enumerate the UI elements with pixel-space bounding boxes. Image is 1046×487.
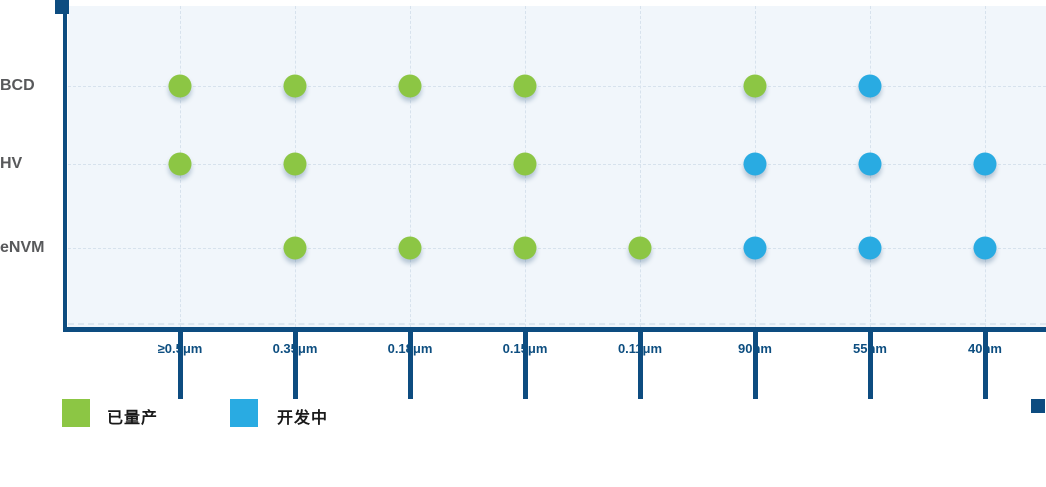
x-axis-label-2: 0.35μm [272,341,318,356]
y-axis-top-cap-square [55,0,69,14]
data-point-envm-4 [513,236,537,260]
data-point-bcd-1 [168,74,192,98]
data-point-hv-6 [743,152,767,176]
data-point-envm-5 [628,236,652,260]
legend-swatch-prod [62,399,90,427]
y-axis-label-envm: eNVM [0,239,45,256]
data-point-envm-2 [283,236,307,260]
horizontal-gridline [68,164,1046,165]
data-point-envm-8 [973,236,997,260]
legend-swatch-dev [230,399,258,427]
x-axis-tick [178,332,183,399]
vertical-gridline [410,6,411,327]
y-axis-label-hv: HV [0,155,23,172]
x-axis-tick [638,332,643,399]
data-point-envm-7 [858,236,882,260]
x-axis-label-3: 0.18μm [387,341,433,356]
x-axis-label-8: 40nm [968,341,1002,356]
horizontal-gridline [68,248,1046,249]
plot-bottom-dashed-line [68,323,1046,325]
x-axis-tick [523,332,528,399]
legend-label-dev: 开发中 [277,410,329,427]
x-axis-tick [293,332,298,399]
x-axis-label-4: 0.15μm [502,341,548,356]
x-axis-tick [868,332,873,399]
data-point-hv-7 [858,152,882,176]
horizontal-gridline [68,86,1046,87]
x-axis-label-7: 55nm [853,341,887,356]
x-axis-tick [408,332,413,399]
y-axis-label-bcd: BCD [0,77,35,94]
data-point-bcd-7 [858,74,882,98]
y-axis-line [63,0,67,328]
data-point-hv-8 [973,152,997,176]
plot-area [68,6,1046,327]
vertical-gridline [640,6,641,327]
x-axis-label-1: ≥0.5μm [157,341,203,356]
x-axis-label-6: 90nm [738,341,772,356]
x-axis-tick [983,332,988,399]
data-point-bcd-3 [398,74,422,98]
data-point-hv-2 [283,152,307,176]
data-point-bcd-2 [283,74,307,98]
data-point-envm-3 [398,236,422,260]
data-point-envm-6 [743,236,767,260]
x-axis-right-cap-square [1031,399,1045,413]
data-point-hv-1 [168,152,192,176]
x-axis-tick [753,332,758,399]
x-axis-line [63,327,1046,332]
data-point-bcd-6 [743,74,767,98]
x-axis-label-5: 0.11μm [617,341,663,356]
data-point-bcd-4 [513,74,537,98]
legend-label-prod: 已量产 [107,410,159,427]
data-point-hv-4 [513,152,537,176]
